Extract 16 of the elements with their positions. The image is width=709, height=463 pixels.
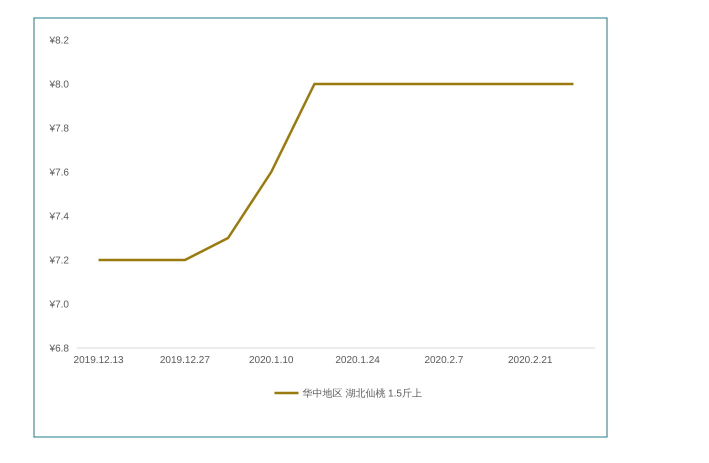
y-tick-label: ¥6.8 [48, 344, 70, 354]
line-series [97, 82, 575, 262]
y-tick-label: ¥8.0 [48, 80, 70, 90]
y-tick-label: ¥8.2 [48, 36, 70, 46]
y-tick-label: ¥7.2 [48, 256, 70, 266]
x-tick-label: 2019.12.27 [160, 355, 210, 366]
y-tick-label: ¥7.8 [48, 124, 70, 134]
x-tick-label: 2020.1.24 [335, 355, 380, 366]
x-tick-label: 2020.1.10 [249, 355, 294, 366]
y-tick-label: ¥7.6 [48, 168, 70, 178]
y-tick-label: ¥7.0 [48, 300, 70, 310]
y-tick-label: ¥7.4 [48, 212, 70, 222]
legend-label: 华中地区 湖北仙桃 1.5斤上 [302, 388, 422, 400]
x-tick-label: 2019.12.13 [74, 355, 124, 366]
x-tick-label: 2020.2.21 [508, 355, 553, 366]
x-tick-label: 2020.2.7 [424, 355, 464, 366]
